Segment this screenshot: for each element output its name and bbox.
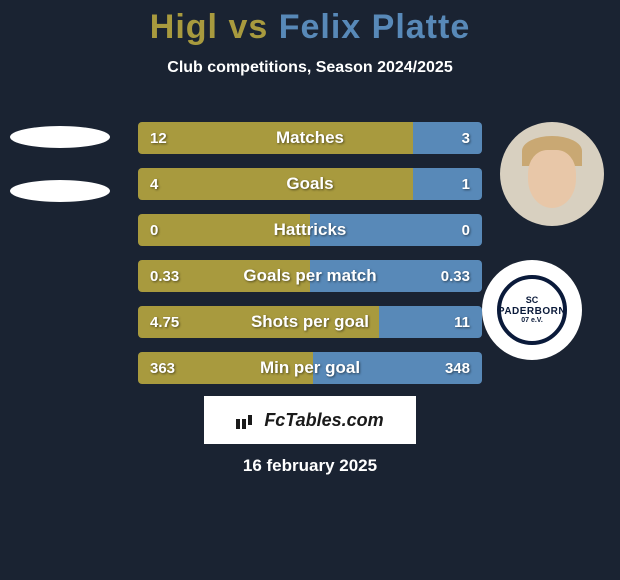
player2-avatar	[500, 122, 604, 226]
stat-value-right: 1	[462, 168, 470, 200]
left-avatar-placeholder-1	[10, 126, 110, 148]
stat-row: Min per goal363 348	[138, 352, 482, 384]
club-logo-line2: PADERBORN	[498, 306, 566, 317]
stat-value-right: 348	[445, 352, 470, 384]
club-logo-line3: 07 e.V.	[521, 317, 543, 325]
stat-row: Shots per goal4.75 11	[138, 306, 482, 338]
stat-label: Goals	[138, 168, 482, 200]
stat-value-left: 12	[150, 122, 167, 154]
comparison-title: Higl vs Felix Platte	[0, 0, 620, 47]
stat-value-left: 0.33	[150, 260, 179, 292]
stat-value-left: 363	[150, 352, 175, 384]
vs-label: vs	[228, 8, 268, 46]
stat-row: Goals4 1	[138, 168, 482, 200]
stat-value-right: 0	[462, 214, 470, 246]
chart-icon	[236, 411, 258, 429]
stat-label: Shots per goal	[138, 306, 482, 338]
club-logo: SC PADERBORN 07 e.V.	[482, 260, 582, 360]
branding-badge: FcTables.com	[204, 396, 416, 444]
stat-label: Min per goal	[138, 352, 482, 384]
player2-name: Felix Platte	[279, 8, 471, 46]
date-label: 16 february 2025	[0, 456, 620, 476]
stat-label: Hattricks	[138, 214, 482, 246]
stat-value-right: 0.33	[441, 260, 470, 292]
left-avatar-placeholder-2	[10, 180, 110, 202]
stat-value-left: 4.75	[150, 306, 179, 338]
stat-value-left: 0	[150, 214, 158, 246]
stat-value-right: 3	[462, 122, 470, 154]
stat-label: Matches	[138, 122, 482, 154]
stat-bars-container: Matches12 3 Goals4 1 Hattricks0 0 Goals per ma…	[138, 122, 482, 398]
stat-row: Matches12 3	[138, 122, 482, 154]
branding-text: FcTables.com	[264, 410, 383, 431]
stat-row: Hattricks0 0	[138, 214, 482, 246]
stat-row: Goals per match0.33 0.33	[138, 260, 482, 292]
stat-value-right: 11	[454, 306, 470, 338]
player1-name: Higl	[150, 8, 218, 46]
subtitle: Club competitions, Season 2024/2025	[0, 59, 620, 77]
stat-value-left: 4	[150, 168, 158, 200]
club-logo-line1: SC	[526, 296, 539, 306]
stat-label: Goals per match	[138, 260, 482, 292]
